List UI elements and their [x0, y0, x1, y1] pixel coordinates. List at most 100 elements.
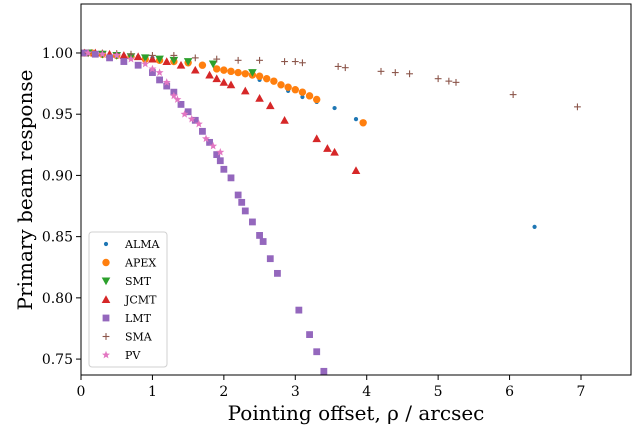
data-point-pv	[187, 114, 196, 123]
legend-entry-pv: PV	[102, 349, 141, 362]
data-point-jcmt	[312, 134, 322, 143]
y-tick-label: 0.85	[42, 230, 73, 246]
legend-marker-sma	[102, 333, 110, 340]
data-point-pv	[98, 50, 107, 58]
data-point-lmt	[216, 157, 224, 165]
data-point-smt	[169, 56, 179, 65]
data-point-sma	[334, 63, 342, 70]
data-marks	[80, 48, 581, 375]
data-point-pv	[169, 91, 178, 100]
data-point-lmt	[206, 138, 213, 146]
legend-marker-alma	[103, 241, 109, 247]
data-point-apex	[263, 74, 271, 83]
legend-entry-lmt: LMT	[102, 312, 152, 325]
x-tick-label: 4	[362, 384, 371, 400]
data-point-apex	[313, 95, 321, 104]
data-point-apex	[305, 92, 314, 100]
legend-label: SMT	[125, 275, 152, 288]
data-point-sma	[434, 75, 442, 83]
data-point-lmt	[156, 76, 163, 84]
data-point-pv	[173, 95, 182, 103]
data-point-lmt	[213, 151, 221, 159]
data-point-sma	[191, 54, 199, 62]
data-point-pv	[202, 134, 210, 143]
data-point-lmt	[177, 101, 185, 108]
data-point-jcmt	[176, 60, 186, 69]
y-tick-label: 0.95	[42, 107, 73, 123]
data-point-lmt	[120, 58, 128, 65]
data-point-smt	[183, 58, 193, 66]
data-point-jcmt	[212, 74, 222, 83]
data-point-lmt	[220, 165, 228, 173]
legend-box	[88, 231, 168, 368]
legend-entry-jcmt: JCMT	[101, 294, 157, 307]
data-point-lmt	[191, 116, 199, 124]
data-point-apex	[298, 88, 307, 96]
legend-label: ALMA	[124, 238, 161, 251]
data-point-pv	[141, 59, 150, 68]
data-point-lmt	[256, 232, 263, 239]
data-point-lmt	[149, 69, 156, 76]
y-tick-label: 0.90	[42, 168, 73, 184]
data-point-jcmt	[190, 65, 200, 74]
data-point-pv	[216, 147, 225, 156]
data-point-smt	[248, 69, 257, 77]
data-point-sma	[377, 67, 385, 75]
data-point-alma	[332, 105, 337, 111]
data-point-sma	[299, 59, 306, 67]
legend-label: JCMT	[124, 294, 157, 307]
data-point-lmt	[259, 238, 267, 245]
data-point-lmt	[91, 50, 99, 58]
y-tick-label: 0.75	[42, 352, 73, 368]
data-point-jcmt	[119, 51, 129, 59]
data-point-pv	[127, 54, 135, 63]
series-pv	[84, 48, 225, 156]
data-point-apex	[227, 67, 235, 76]
data-point-alma	[300, 94, 305, 100]
data-point-apex	[241, 70, 249, 78]
data-point-sma	[291, 58, 299, 65]
data-point-lmt	[249, 218, 256, 226]
data-point-sma	[509, 91, 517, 99]
x-tick-label: 0	[77, 384, 86, 400]
legend-label: APEX	[124, 257, 156, 270]
data-point-sma	[281, 58, 288, 65]
data-point-pv	[148, 64, 157, 73]
x-axis-title: Pointing offset, ρ / arcsec	[228, 401, 485, 425]
data-point-sma	[213, 55, 221, 63]
y-axis-title: Primary beam response	[13, 70, 37, 311]
data-point-jcmt	[162, 57, 172, 65]
y-tick-label: 1.00	[42, 46, 73, 62]
data-point-lmt	[106, 54, 113, 62]
data-point-jcmt	[265, 101, 275, 110]
data-point-jcmt	[351, 166, 361, 174]
data-point-jcmt	[330, 147, 339, 156]
data-point-smt	[155, 55, 164, 64]
data-point-apex	[359, 119, 367, 127]
y-axis-ticks: 0.75 0.80 0.85 0.90 0.95 1.00	[42, 46, 81, 368]
legend-marker-lmt	[102, 314, 110, 322]
data-point-lmt	[274, 269, 281, 277]
y-tick-label: 0.80	[42, 291, 73, 307]
data-point-jcmt	[226, 80, 236, 89]
data-point-sma	[391, 69, 399, 76]
data-point-apex	[213, 65, 221, 73]
data-point-lmt	[266, 255, 274, 263]
x-tick-label: 2	[219, 384, 228, 400]
x-tick-label: 7	[577, 384, 586, 400]
data-point-lmt	[163, 82, 171, 90]
data-point-lmt	[313, 348, 321, 356]
data-point-sma	[149, 52, 156, 59]
x-tick-label: 5	[434, 384, 443, 400]
data-point-pv	[194, 119, 203, 128]
data-point-pv	[209, 141, 218, 150]
data-point-sma	[341, 64, 349, 72]
data-point-jcmt	[323, 144, 332, 152]
data-point-apex	[291, 86, 299, 94]
data-point-apex	[220, 66, 228, 74]
data-point-lmt	[227, 174, 235, 182]
legend-entry-alma: ALMA	[103, 238, 161, 251]
data-point-lmt	[241, 207, 249, 215]
